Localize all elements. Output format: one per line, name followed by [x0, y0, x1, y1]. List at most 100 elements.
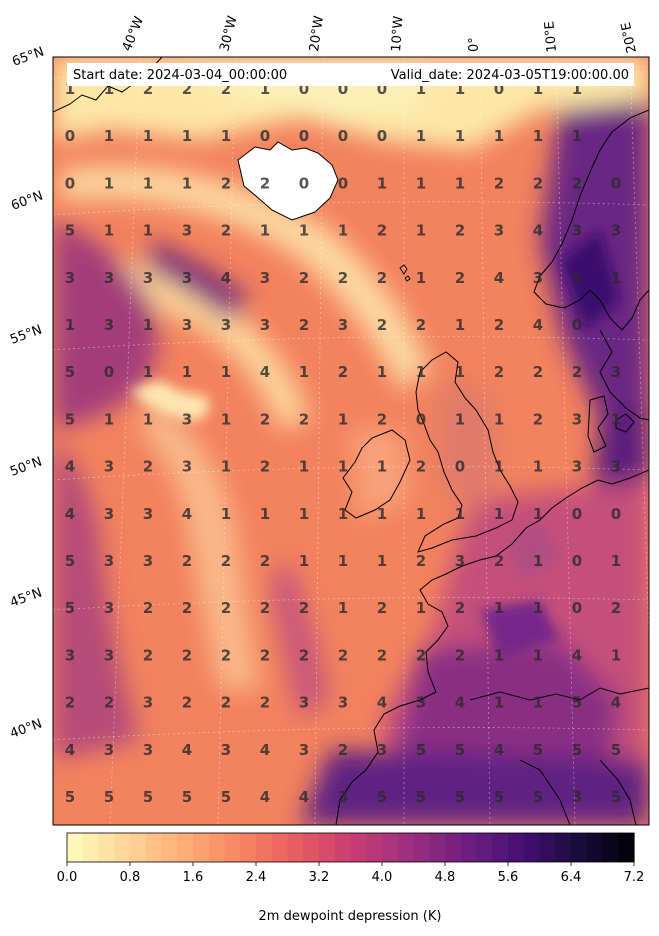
grid-value: 2	[299, 599, 309, 617]
grid-value: 2	[494, 316, 504, 334]
grid-value: 1	[377, 552, 387, 570]
grid-value: 3	[104, 646, 114, 664]
grid-value: 1	[299, 552, 309, 570]
grid-value: 1	[377, 505, 387, 523]
grid-value: 1	[611, 410, 621, 428]
grid-value: 1	[143, 316, 153, 334]
grid-value: 1	[299, 458, 309, 476]
grid-value: 2	[260, 410, 270, 428]
colorbar-label: 2m dewpoint depression (K)	[259, 909, 442, 924]
grid-value: 3	[182, 222, 192, 240]
grid-value: 5	[533, 788, 543, 806]
grid-value: 3	[182, 269, 192, 287]
grid-value: 4	[611, 694, 621, 712]
grid-value: 1	[494, 505, 504, 523]
colorbar-cell	[618, 833, 635, 862]
colorbar-cell	[287, 833, 304, 862]
colorbar-cell	[98, 833, 115, 862]
colorbar-tick-label: 5.6	[498, 870, 519, 885]
colorbar-tick-label: 4.0	[372, 870, 393, 885]
grid-value: 2	[221, 599, 231, 617]
grid-value: 0	[65, 174, 75, 192]
grid-value: 4	[455, 694, 465, 712]
colorbar-cell	[429, 833, 446, 862]
colorbar-cell	[366, 833, 383, 862]
grid-value: 3	[299, 694, 309, 712]
colorbar-tick-label: 0.0	[57, 870, 78, 885]
grid-value: 1	[338, 458, 348, 476]
grid-value: 1	[299, 505, 309, 523]
grid-value: 2	[416, 458, 426, 476]
grid-value: 1	[299, 363, 309, 381]
grid-value: 2	[221, 694, 231, 712]
colorbar-cell	[586, 833, 604, 862]
grid-value: 1	[221, 363, 231, 381]
grid-value: 1	[338, 552, 348, 570]
grid-value: 1	[377, 174, 387, 192]
colorbar-ticks: 0.0 0.8 1.6 2.4 3.2 4.0 4.8 5.6 6.4 7.2	[57, 862, 644, 885]
colorbar-cell	[114, 833, 131, 862]
colorbar-cell	[319, 833, 336, 862]
grid-value: 1	[533, 646, 543, 664]
colorbar-cell	[397, 833, 415, 862]
grid-value: 2	[416, 552, 426, 570]
grid-value: 4	[494, 269, 504, 287]
colorbar-cell	[334, 833, 352, 862]
grid-value: 1	[572, 127, 582, 145]
grid-value: 4	[65, 458, 75, 476]
grid-value: 2	[221, 80, 231, 98]
grid-value: 3	[611, 222, 621, 240]
map-frame	[52, 56, 650, 826]
start-date-label: Start date: 2024-03-04_00:00:00	[73, 68, 287, 83]
grid-value: 5	[572, 694, 582, 712]
grid-value: 2	[377, 410, 387, 428]
lat-label-45n: 45°N	[8, 585, 44, 610]
grid-value: 0	[104, 363, 114, 381]
grid-value: 2	[338, 646, 348, 664]
grid-value: 1	[182, 127, 192, 145]
lat-label-65n: 65°N	[10, 44, 46, 69]
grid-value: 3	[260, 316, 270, 334]
grid-value: 3	[299, 741, 309, 759]
grid-value: 1	[416, 505, 426, 523]
grid-value: 1	[182, 174, 192, 192]
lat-label-60n: 60°N	[9, 188, 45, 213]
grid-value: 2	[299, 410, 309, 428]
lon-label-20w: 20°W	[307, 15, 327, 53]
colorbar-cell	[382, 833, 399, 862]
grid-value: 2	[572, 363, 582, 381]
lat-label-50n: 50°N	[8, 454, 44, 479]
grid-value: 1	[416, 599, 426, 617]
denmark-coast	[587, 395, 635, 453]
grid-value: 0	[611, 505, 621, 523]
header-banner	[67, 63, 634, 86]
grid-value: 1	[533, 694, 543, 712]
grid-value: 5	[611, 741, 621, 759]
grid-value: 4	[377, 694, 387, 712]
colorbar-tick-label: 3.2	[309, 870, 330, 885]
grid-value: 3	[572, 410, 582, 428]
grid-value: 1	[533, 127, 543, 145]
grid-value: 1	[65, 80, 75, 98]
grid-value: 1	[104, 80, 114, 98]
grid-value: 2	[299, 646, 309, 664]
graticule	[53, 57, 649, 825]
grid-value: 1	[260, 505, 270, 523]
grid-value: 5	[572, 741, 582, 759]
grid-value: 0	[338, 80, 348, 98]
grid-value: 2	[455, 222, 465, 240]
grid-value: 1	[416, 222, 426, 240]
grid-value: 2	[377, 646, 387, 664]
grid-value: 2	[455, 269, 465, 287]
grid-value: 1	[338, 222, 348, 240]
grid-value: 0	[65, 127, 75, 145]
grid-value: 1	[143, 410, 153, 428]
colorbar-cell	[193, 833, 210, 862]
grid-value: 2	[494, 174, 504, 192]
grid-value: 1	[143, 363, 153, 381]
colorbar-tick-label: 0.8	[120, 870, 141, 885]
grid-value: 1	[221, 505, 231, 523]
grid-value: 5	[533, 741, 543, 759]
grid-value: 4	[494, 741, 504, 759]
grid-value: 2	[182, 646, 192, 664]
